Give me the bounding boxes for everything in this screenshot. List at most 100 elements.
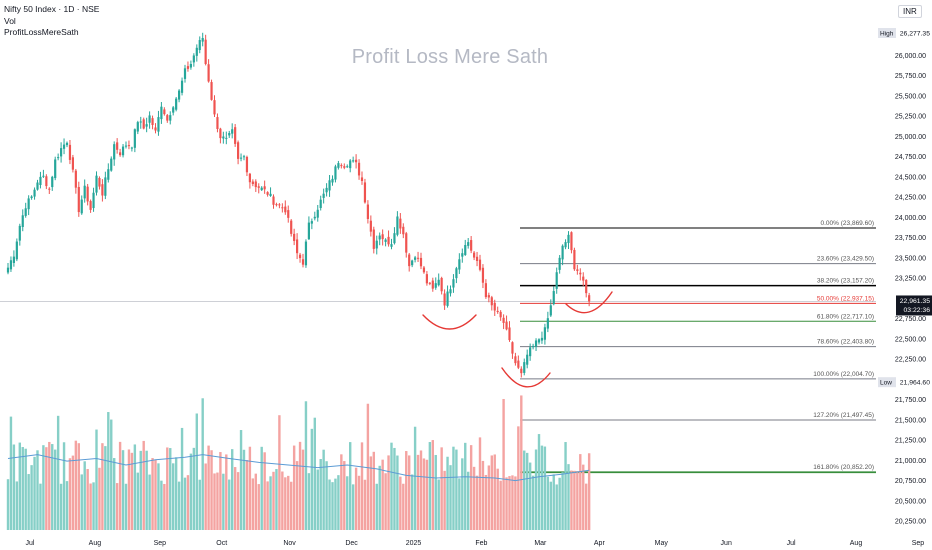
candle-body [567, 234, 570, 244]
volume-bar [248, 446, 252, 530]
candle-body [142, 119, 145, 129]
time-tick-label: Jul [26, 540, 35, 547]
volume-bar [343, 461, 346, 530]
volume-bar [564, 442, 567, 530]
fib-level-label: 127.20% (21,497.45) [813, 412, 874, 419]
candle-body [222, 136, 225, 139]
candle-body [201, 38, 204, 42]
price-tick-label: 26,000.00 [895, 53, 926, 60]
time-tick-label: Aug [850, 540, 863, 547]
candle-body [416, 257, 420, 259]
candle-body [502, 317, 505, 323]
candle-body [254, 181, 257, 188]
candle-body [121, 146, 125, 156]
candle-body [248, 173, 251, 183]
fib-level-label: 50.00% (22,937.15) [817, 295, 874, 302]
candle-body [399, 218, 402, 229]
candle-body [245, 156, 249, 173]
volume-bar [115, 483, 119, 530]
volume-bar [104, 446, 107, 530]
price-tick-label: 20,500.00 [895, 498, 926, 505]
indicator-legend[interactable]: ProfitLossMereSath [4, 27, 79, 37]
volume-bar [42, 445, 45, 530]
volume-bar [517, 426, 520, 530]
volume-bar [27, 474, 30, 530]
volume-bar [62, 442, 66, 530]
candle-body [529, 347, 532, 357]
currency-label[interactable]: INR [898, 5, 922, 18]
candle-body [296, 239, 299, 254]
volume-bar [431, 440, 434, 530]
candle-body [431, 280, 434, 289]
volume-bar [558, 477, 561, 530]
candle-body [487, 295, 490, 298]
candle-body [113, 144, 116, 160]
price-tick-label: 25,250.00 [895, 114, 926, 121]
fib-level-label: 0.00% (23,869.60) [821, 220, 874, 227]
volume-bar [570, 470, 573, 530]
price-tick-label: 21,250.00 [895, 438, 926, 445]
volume-bar [121, 450, 125, 530]
volume-bar [30, 465, 33, 530]
volume-bar [174, 457, 178, 530]
price-axis-background [878, 0, 932, 550]
candle-body [234, 127, 237, 144]
price-tick-label: 21,000.00 [895, 458, 926, 465]
candle-body [107, 169, 110, 180]
candle-body [452, 279, 455, 288]
volume-bar [387, 455, 390, 530]
volume-bar [446, 456, 449, 530]
fib-level-label: 100.00% (22,004.70) [813, 371, 874, 378]
volume-bar [231, 449, 234, 530]
volume-bar [372, 451, 375, 530]
volume-bar [413, 426, 417, 530]
price-tick-label: 25,000.00 [895, 134, 926, 141]
volume-bar [127, 449, 131, 530]
volume-legend[interactable]: Vol [4, 15, 16, 26]
volume-bar [351, 484, 355, 530]
candle-body [425, 274, 428, 284]
candle-body [157, 117, 160, 132]
volume-bar [278, 415, 281, 530]
candle-body [493, 302, 496, 311]
candle-body [281, 207, 284, 209]
candle-body [537, 339, 541, 343]
fib-level-label: 78.60% (22,403.80) [817, 339, 874, 346]
candle-body [287, 210, 290, 218]
price-tick-label: 25,500.00 [895, 93, 926, 100]
fibonacci-retracement[interactable]: 0.00% (23,869.60) 23.60% (23,429.50) 38.20… [520, 220, 876, 474]
volume-bar [113, 458, 116, 530]
volume-bar [257, 484, 260, 530]
volume-bar [511, 475, 514, 530]
volume-bar [582, 464, 585, 530]
volume-bar [216, 472, 219, 530]
candle-body [242, 156, 246, 158]
symbol-title[interactable]: Nifty 50 Index · 1D · NSE [4, 4, 100, 14]
candle-body [51, 176, 54, 188]
candle-body [116, 142, 119, 150]
volume-bar [573, 470, 576, 530]
hand-drawn-arc-annotations[interactable] [422, 291, 613, 388]
candle-body [352, 160, 355, 162]
candle-body [24, 208, 27, 216]
volume-bar [449, 465, 452, 530]
price-tick-label: 23,500.00 [895, 255, 926, 262]
volume-bar [254, 473, 257, 530]
volume-bar [225, 454, 228, 530]
volume-bar [319, 459, 322, 530]
volume-bar [490, 455, 493, 530]
candle-body [558, 257, 561, 270]
volume-bar [139, 450, 142, 530]
volume-bar [71, 455, 75, 530]
price-axis[interactable]: 26,000.00 25,750.00 25,500.00 25,250.00 25,0… [878, 0, 932, 550]
volume-bar [118, 441, 122, 530]
volume-bar [354, 467, 358, 530]
candle-body [293, 233, 296, 241]
fib-level-label: 161.80% (20,852.20) [813, 464, 874, 471]
volume-bar [304, 401, 308, 530]
volume-bar [390, 442, 393, 530]
time-axis[interactable]: Jul Aug Sep Oct Nov Dec 2025 Feb Mar Apr May Jun Jul… [26, 540, 925, 547]
volume-bar [298, 441, 302, 530]
volume-bar [363, 479, 367, 530]
